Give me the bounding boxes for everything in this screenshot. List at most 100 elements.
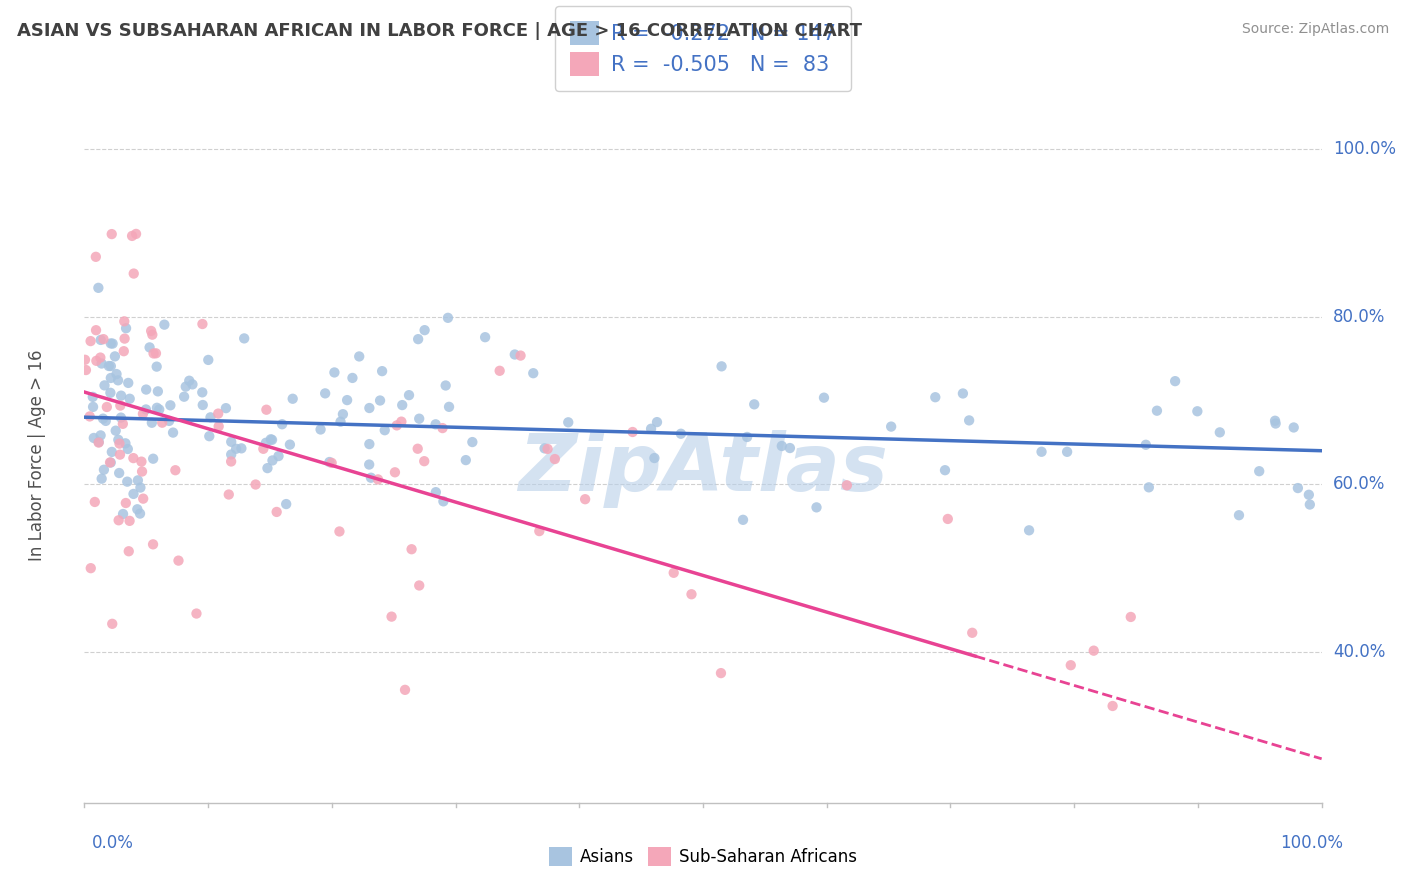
Point bbox=[112, 507, 135, 521]
Point bbox=[710, 359, 733, 374]
Point bbox=[82, 400, 104, 414]
Point bbox=[254, 402, 277, 417]
Text: 60.0%: 60.0% bbox=[1333, 475, 1385, 493]
Point bbox=[1056, 445, 1078, 459]
Point bbox=[488, 364, 510, 378]
Text: 100.0%: 100.0% bbox=[1279, 834, 1343, 852]
Point bbox=[91, 411, 114, 425]
Legend: Asians, Sub-Saharan Africans: Asians, Sub-Saharan Africans bbox=[540, 838, 866, 875]
Point bbox=[114, 496, 136, 510]
Point bbox=[153, 318, 176, 332]
Point bbox=[135, 383, 157, 397]
Point bbox=[219, 448, 242, 462]
Point bbox=[79, 334, 101, 348]
Point bbox=[461, 435, 484, 450]
Point bbox=[186, 607, 208, 621]
Point bbox=[408, 411, 430, 425]
Point bbox=[309, 422, 332, 436]
Point bbox=[934, 463, 956, 477]
Point bbox=[138, 340, 160, 354]
Point bbox=[107, 373, 129, 387]
Point bbox=[114, 332, 136, 346]
Point bbox=[100, 336, 122, 351]
Point bbox=[96, 400, 118, 414]
Point bbox=[82, 390, 104, 404]
Point bbox=[129, 481, 152, 495]
Point bbox=[425, 485, 447, 500]
Point bbox=[111, 417, 134, 431]
Point bbox=[86, 354, 108, 368]
Point bbox=[252, 442, 274, 456]
Point bbox=[1264, 414, 1286, 428]
Point bbox=[432, 421, 454, 435]
Point bbox=[437, 310, 460, 325]
Point bbox=[150, 416, 173, 430]
Point bbox=[323, 366, 346, 380]
Point bbox=[218, 487, 240, 501]
Point bbox=[108, 448, 131, 462]
Point bbox=[219, 454, 242, 468]
Point bbox=[135, 402, 157, 417]
Point bbox=[90, 333, 112, 347]
Point bbox=[73, 352, 96, 367]
Point bbox=[742, 397, 765, 411]
Point bbox=[454, 453, 477, 467]
Point bbox=[432, 494, 454, 508]
Point bbox=[329, 415, 352, 429]
Point bbox=[167, 553, 190, 567]
Point bbox=[191, 385, 214, 400]
Point bbox=[83, 495, 105, 509]
Point bbox=[97, 359, 120, 373]
Point bbox=[835, 478, 858, 492]
Point bbox=[139, 324, 162, 338]
Point bbox=[89, 351, 111, 365]
Point bbox=[191, 398, 214, 412]
Point bbox=[359, 401, 381, 415]
Point bbox=[90, 428, 112, 442]
Point bbox=[104, 350, 127, 364]
Point bbox=[398, 388, 420, 402]
Point bbox=[245, 477, 267, 491]
Point bbox=[127, 502, 149, 516]
Point bbox=[1164, 374, 1187, 388]
Point bbox=[360, 471, 382, 485]
Point bbox=[129, 507, 152, 521]
Point bbox=[318, 455, 340, 469]
Point bbox=[225, 442, 247, 456]
Point bbox=[173, 390, 195, 404]
Point bbox=[254, 435, 277, 450]
Point bbox=[1299, 498, 1322, 512]
Point bbox=[107, 433, 129, 447]
Point bbox=[84, 250, 107, 264]
Point bbox=[385, 418, 408, 433]
Point bbox=[118, 392, 141, 406]
Point bbox=[281, 392, 304, 406]
Point bbox=[1187, 404, 1209, 418]
Point bbox=[276, 497, 298, 511]
Point bbox=[1119, 610, 1142, 624]
Point bbox=[117, 475, 139, 489]
Text: 40.0%: 40.0% bbox=[1333, 643, 1385, 661]
Point bbox=[1031, 444, 1053, 458]
Point bbox=[1083, 643, 1105, 657]
Point bbox=[381, 609, 404, 624]
Point bbox=[770, 439, 793, 453]
Point bbox=[406, 332, 429, 346]
Point bbox=[368, 393, 391, 408]
Point bbox=[374, 423, 396, 437]
Point bbox=[406, 442, 429, 456]
Text: In Labor Force | Age > 16: In Labor Force | Age > 16 bbox=[28, 349, 46, 561]
Point bbox=[278, 437, 301, 451]
Point bbox=[110, 410, 132, 425]
Point bbox=[233, 331, 256, 345]
Point bbox=[104, 424, 127, 438]
Point bbox=[413, 454, 436, 468]
Point bbox=[121, 228, 143, 243]
Point bbox=[148, 402, 170, 417]
Point bbox=[142, 346, 165, 360]
Point bbox=[215, 401, 238, 416]
Point bbox=[522, 366, 544, 380]
Point bbox=[1209, 425, 1232, 440]
Point bbox=[122, 267, 145, 281]
Point bbox=[957, 413, 980, 427]
